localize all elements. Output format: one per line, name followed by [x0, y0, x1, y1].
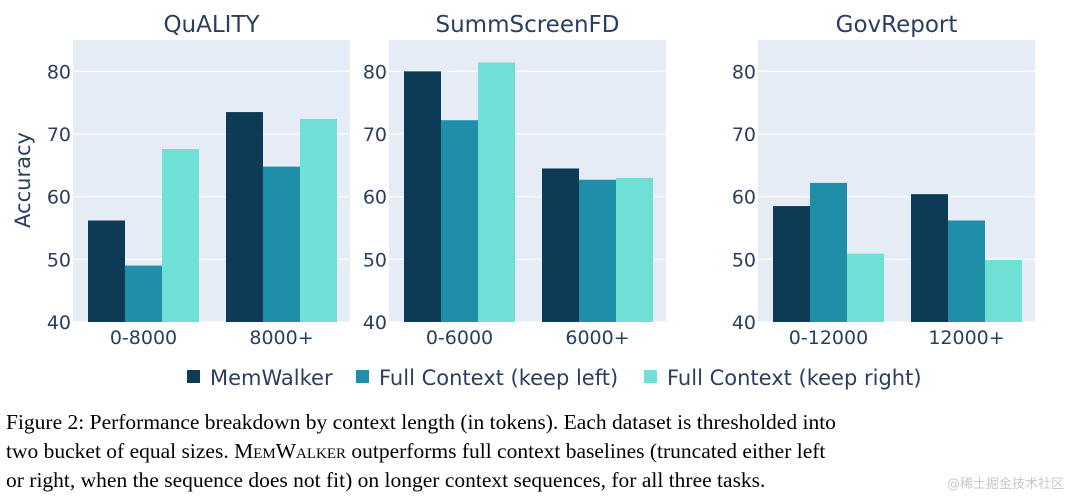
caption-line-2: two bucket of equal sizes. MemWalker out… — [6, 437, 1066, 466]
y-tick-label: 50 — [732, 249, 756, 271]
x-tick-label: 12000+ — [928, 327, 1004, 349]
legend-label: Full Context (keep right) — [667, 366, 922, 390]
figure-chart: 40 50 60 70 80 QuALITY 0-8000 8000+ 40 50 60 70 80 Su… — [11, 12, 1035, 390]
bar — [441, 120, 478, 322]
chart-panel-2: 40 50 60 70 80 SummScreenFD 0-6000 6000+ — [363, 12, 666, 349]
y-axis-label: Accuracy — [11, 132, 35, 228]
caption-line-2-suffix: outperforms full context baselines (trun… — [351, 439, 826, 463]
panel-title: SummScreenFD — [436, 12, 620, 38]
chart-legend: MemWalker Full Context (keep left) Full Co… — [187, 366, 922, 390]
y-tick-label: 80 — [732, 61, 756, 83]
legend-swatch — [644, 370, 657, 383]
y-tick-label: 50 — [47, 249, 71, 271]
y-tick-label: 70 — [47, 124, 71, 146]
y-tick-label: 60 — [732, 187, 756, 209]
legend-item: Full Context (keep right) — [644, 366, 922, 390]
x-tick-label: 0-12000 — [789, 327, 868, 349]
bar — [162, 149, 199, 322]
panel-title: QuALITY — [163, 12, 260, 38]
bar — [542, 168, 579, 322]
watermark-text: @稀土掘金技术社区 — [946, 477, 1064, 492]
bar — [810, 182, 847, 322]
y-tick-label: 40 — [732, 312, 756, 334]
legend-label: MemWalker — [210, 366, 333, 390]
y-tick-label: 80 — [47, 61, 71, 83]
caption-line-3: or right, when the sequence does not fit… — [6, 468, 766, 492]
bar — [125, 265, 162, 322]
bar — [300, 118, 337, 323]
x-tick-label: 0-8000 — [110, 327, 177, 349]
chart-panels: 40 50 60 70 80 QuALITY 0-8000 8000+ 40 50 60 70 80 Su… — [47, 12, 1035, 349]
y-tick-label: 70 — [732, 124, 756, 146]
bar — [478, 62, 515, 323]
bar — [263, 166, 300, 322]
bar — [616, 177, 653, 322]
caption-line-1: Figure 2: Performance breakdown by conte… — [6, 410, 836, 434]
bar — [847, 253, 884, 322]
legend-swatch — [356, 370, 369, 383]
legend-item: MemWalker — [187, 366, 333, 390]
chart-panel-3: 40 50 60 70 80 GovReport 0-12000 12000+ — [732, 12, 1035, 349]
bar — [226, 112, 263, 322]
x-tick-label: 8000+ — [249, 327, 313, 349]
y-tick-label: 40 — [47, 312, 71, 334]
legend-label: Full Context (keep left) — [379, 366, 618, 390]
legend-item: Full Context (keep left) — [356, 366, 618, 390]
y-tick-label: 70 — [363, 124, 387, 146]
bar — [911, 194, 948, 322]
y-tick-label: 80 — [363, 61, 387, 83]
bar — [404, 71, 441, 322]
bar — [773, 206, 810, 322]
bar — [88, 220, 125, 322]
bar — [985, 259, 1022, 322]
y-tick-label: 50 — [363, 249, 387, 271]
figure-caption: Figure 2: Performance breakdown by conte… — [6, 408, 1066, 495]
x-tick-label: 6000+ — [565, 327, 629, 349]
caption-method-name: MemWalker — [234, 439, 346, 463]
y-tick-label: 40 — [363, 312, 387, 334]
caption-line-2-prefix: two bucket of equal sizes. — [6, 439, 229, 463]
y-tick-label: 60 — [47, 187, 71, 209]
bar — [948, 220, 985, 322]
legend-swatch — [187, 370, 200, 383]
panel-title: GovReport — [836, 12, 958, 38]
bar — [579, 179, 616, 322]
y-tick-label: 60 — [363, 187, 387, 209]
chart-panel-1: 40 50 60 70 80 QuALITY 0-8000 8000+ — [47, 12, 350, 349]
x-tick-label: 0-6000 — [426, 327, 493, 349]
